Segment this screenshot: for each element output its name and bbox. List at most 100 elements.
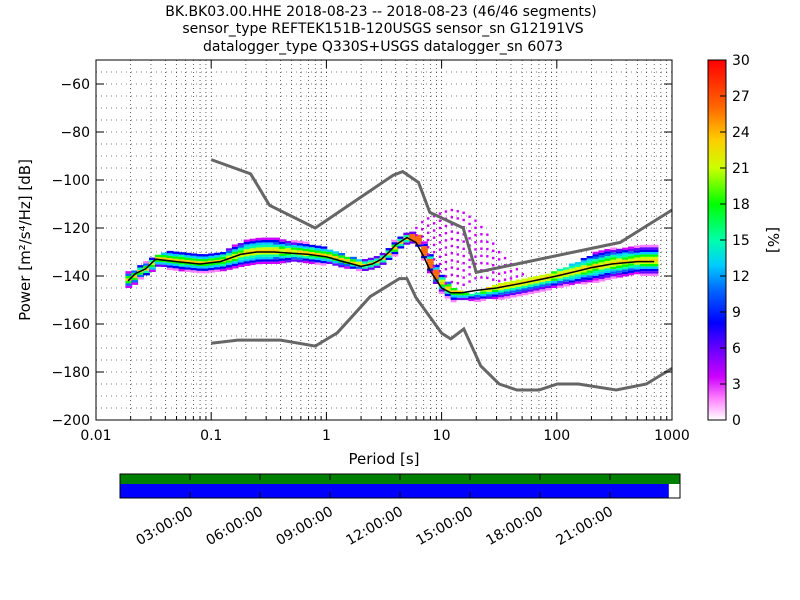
heat-cell-sparse <box>486 240 489 244</box>
heat-cell <box>438 274 446 278</box>
heat-cell <box>616 263 623 266</box>
heat-cell <box>486 291 493 295</box>
heat-cell <box>574 281 582 284</box>
heat-cell <box>515 279 523 283</box>
heat-cell-sparse <box>509 277 513 280</box>
heat-cell <box>403 235 411 238</box>
heat-cell <box>438 277 446 280</box>
heat-cell <box>432 274 440 277</box>
heat-cell <box>598 257 606 260</box>
heat-cell <box>568 280 576 283</box>
heat-cell <box>639 266 647 269</box>
heat-cell <box>468 296 476 299</box>
heat-cell-sparse <box>468 273 471 276</box>
heat-cell <box>125 283 133 286</box>
heat-cell <box>302 246 310 249</box>
timeline-tick-label: 09:00:00 <box>274 504 336 549</box>
heat-cell <box>143 268 150 271</box>
heat-cell <box>273 247 281 250</box>
timeline-tick-label: 12:00:00 <box>344 504 406 549</box>
x-tick-label: 1000 <box>654 428 690 444</box>
heat-cell-sparse <box>486 255 489 258</box>
heat-cell <box>645 254 653 257</box>
heat-cell <box>367 267 375 270</box>
heat-cell <box>610 271 618 274</box>
heat-cell <box>243 256 251 259</box>
heat-cell <box>220 264 227 267</box>
heat-cell <box>598 267 606 270</box>
x-tick-label: 0.1 <box>200 428 222 444</box>
heat-cell <box>438 289 446 292</box>
heat-cell <box>338 255 346 258</box>
heat-cell <box>557 283 564 286</box>
heat-cell <box>143 263 150 266</box>
heat-cell <box>255 257 263 260</box>
heat-cell <box>622 254 629 258</box>
heat-cell <box>421 253 428 256</box>
heat-cell <box>616 270 623 273</box>
heat-cell <box>184 255 192 258</box>
heat-cell <box>237 259 245 263</box>
heat-cell <box>302 255 310 259</box>
heat-cell <box>308 256 316 260</box>
heat-cell <box>267 261 275 264</box>
heat-cell <box>385 255 393 258</box>
heat-cell <box>574 262 582 265</box>
heat-cell <box>361 259 369 262</box>
y-tick-label: −200 <box>52 413 90 429</box>
heat-cell <box>628 248 635 252</box>
heat-cell <box>290 261 298 265</box>
heat-cell <box>231 249 239 252</box>
heat-cell <box>592 251 600 255</box>
heat-cell-sparse <box>426 231 430 235</box>
heat-cell <box>243 239 251 242</box>
heat-cell <box>214 255 221 258</box>
heat-cell <box>503 286 511 290</box>
heat-cell <box>426 258 434 262</box>
heat-cell <box>344 256 351 260</box>
heat-cell <box>225 253 233 256</box>
heat-cell-sparse <box>474 255 477 258</box>
heat-cell <box>308 247 316 250</box>
heat-cell <box>628 268 635 271</box>
heat-cell <box>125 285 133 288</box>
heat-cell <box>344 264 351 267</box>
heat-cell <box>361 266 369 269</box>
heat-cell <box>314 245 322 249</box>
heat-cell-sparse <box>468 215 471 218</box>
heat-cell <box>492 289 499 293</box>
heat-cell <box>616 253 623 256</box>
heat-cell <box>562 276 570 280</box>
heat-cell <box>604 260 612 264</box>
heat-cell <box>196 261 204 264</box>
heat-cell <box>184 269 192 273</box>
heat-cell <box>521 288 529 291</box>
heat-cell <box>166 255 174 259</box>
heat-cell-sparse <box>450 273 454 277</box>
heat-cell <box>509 295 517 298</box>
heat-cell <box>208 258 215 261</box>
heat-cell <box>492 284 499 288</box>
heat-cell <box>480 296 487 299</box>
heat-cell <box>450 287 458 291</box>
colorbar-tick-label: 15 <box>732 233 750 249</box>
heat-cell <box>651 256 659 260</box>
x-axis-ticks: 0.01 0.1 1 10 100 1000 <box>80 60 690 444</box>
heat-cell <box>243 263 251 266</box>
heat-cell <box>225 248 233 251</box>
heat-cell-sparse <box>421 228 424 231</box>
heat-cell <box>208 270 215 273</box>
heat-cell <box>249 241 257 244</box>
heat-cell <box>438 282 446 285</box>
heat-cell <box>421 250 428 254</box>
heat-cell <box>633 262 641 265</box>
heat-cell <box>137 272 144 275</box>
heat-cell <box>533 285 541 289</box>
heat-cell-sparse <box>462 269 465 272</box>
gap-coverage-bar <box>120 484 669 498</box>
heat-cell <box>273 242 281 245</box>
heat-cell <box>527 282 535 285</box>
heat-cell <box>628 246 635 249</box>
heat-cell <box>509 290 517 293</box>
heat-cell <box>160 252 168 255</box>
